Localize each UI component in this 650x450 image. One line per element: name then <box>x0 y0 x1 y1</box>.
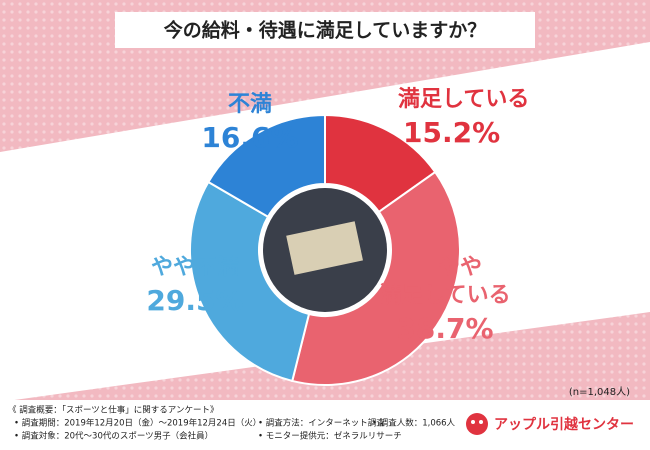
title-box <box>115 12 535 48</box>
donut-slice <box>207 113 326 219</box>
logo-icon <box>466 413 488 435</box>
slice-label: 満足している <box>398 86 529 112</box>
survey-note: • 調査方法：インターネット調査 <box>258 418 385 429</box>
logo-eye <box>479 420 483 424</box>
footer-band <box>0 400 650 450</box>
survey-note: 《 調査概要：「スポーツと仕事」に関するアンケート》 <box>8 405 218 416</box>
donut-slice <box>189 180 311 383</box>
survey-note: • 調査対象：20代～30代のスポーツ男子（会社員） <box>14 431 213 442</box>
slice-label: やや <box>438 255 482 280</box>
sample-note: (n=1,048人) <box>569 386 630 398</box>
survey-note: • モニター提供元：ゼネラルリサーチ <box>258 431 402 442</box>
slice-label: 不満 <box>228 91 272 117</box>
chart-title: 今の給料・待遇に満足していますか？ <box>163 19 486 42</box>
logo: アップル引越センター <box>466 413 634 435</box>
brand: アップル引越センター <box>494 416 634 433</box>
value-label: 15.2% <box>403 116 500 149</box>
logo-eye <box>471 420 475 424</box>
center-photo-money <box>286 221 363 275</box>
survey-note: • 調査人数：1,066人 <box>372 418 456 429</box>
value-label: 29.5% <box>146 284 243 317</box>
slice-label: 満足している <box>379 282 510 308</box>
value-label: 38.7% <box>396 312 493 345</box>
donut-slice <box>291 170 461 386</box>
slice-label: やや不満 <box>151 254 239 280</box>
value-label: 16.6% <box>201 121 298 154</box>
survey-note: • 調査期間：2019年12月20日（金）～2019年12月24日（火） <box>14 418 261 429</box>
